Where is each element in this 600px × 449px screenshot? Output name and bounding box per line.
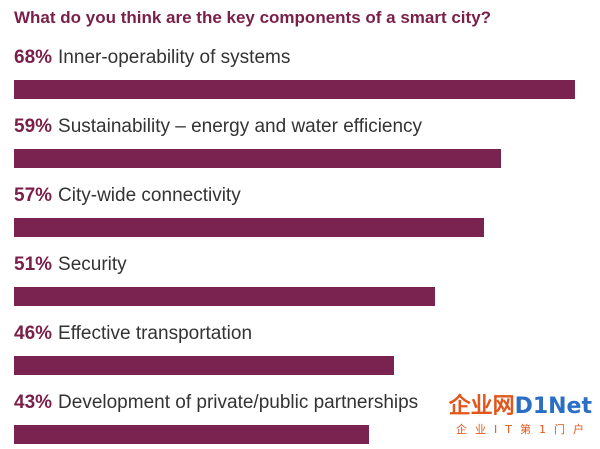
bar-row-label: 68% Inner-operability of systems — [14, 45, 589, 71]
bar — [14, 218, 484, 237]
value-label: 57% — [14, 185, 53, 206]
bar-row: 51% Security — [14, 252, 589, 306]
value-label: 59% — [14, 116, 53, 137]
category-label: Sustainability – energy and water effici… — [58, 116, 423, 137]
chart-title: What do you think are the key components… — [14, 8, 492, 27]
bar-row-label: 46% Effective transportation — [14, 321, 589, 347]
category-label: Inner-operability of systems — [58, 47, 291, 68]
bar-row: 68% Inner-operability of systems — [14, 45, 589, 99]
bar-row: 46% Effective transportation — [14, 321, 589, 375]
watermark-cn: 企业网 — [448, 394, 515, 419]
value-label: 43% — [14, 392, 53, 413]
watermark-logo: 企业网D1Net 企业IT第1门户 — [449, 395, 592, 437]
bar — [14, 287, 435, 306]
category-label: Effective transportation — [58, 323, 253, 344]
bar — [14, 356, 394, 375]
bar — [14, 80, 575, 99]
watermark-latin: D1Net — [514, 394, 592, 419]
bar-row-label: 59% Sustainability – energy and water eff… — [14, 114, 589, 140]
value-label: 46% — [14, 323, 53, 344]
category-label: City-wide connectivity — [58, 185, 241, 206]
category-label: Security — [58, 254, 127, 275]
bar — [14, 425, 369, 444]
bar-row: 59% Sustainability – energy and water eff… — [14, 114, 589, 168]
bar-row-label: 57% City-wide connectivity — [14, 183, 589, 209]
bar-row: 43% Development of private/public partner… — [14, 390, 589, 444]
value-label: 68% — [14, 47, 53, 68]
bar — [14, 149, 501, 168]
category-label: Development of private/public partnershi… — [58, 392, 419, 413]
value-label: 51% — [14, 254, 53, 275]
watermark-sub: 企业IT第1门户 — [456, 423, 592, 436]
bar-row: 57% City-wide connectivity — [14, 183, 589, 237]
bar-row-label: 51% Security — [14, 252, 589, 278]
bar-row-label: 43% Development of private/public partner… — [14, 390, 589, 416]
